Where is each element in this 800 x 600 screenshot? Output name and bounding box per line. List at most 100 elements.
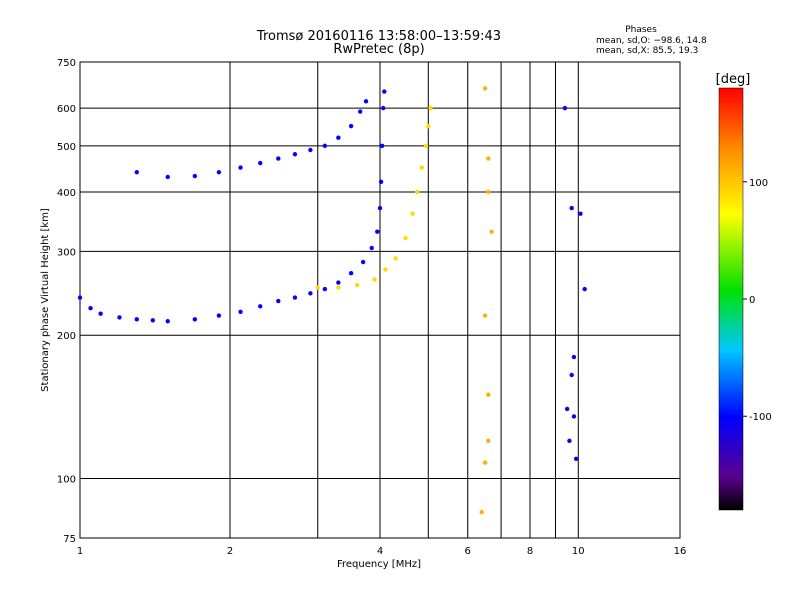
data-point [383,267,388,272]
data-point [88,305,93,311]
data-point [489,229,494,234]
data-point [292,295,298,300]
x-tick-label: 2 [227,546,233,557]
data-point [150,318,156,323]
data-point [479,509,484,515]
y-tick-label: 300 [57,247,76,258]
data-point [569,372,574,378]
data-point [77,295,83,300]
data-point [357,109,363,114]
data-point [165,319,170,324]
x-tick-label: 16 [674,546,687,557]
data-point [322,286,328,292]
y-tick-label: 400 [57,188,76,199]
phases-line-x: mean, sd,X: 85.5, 19.3 [596,46,698,56]
data-point [134,317,139,322]
data-point [134,170,139,175]
data-point [192,317,198,322]
data-point [486,438,491,444]
data-point [165,174,170,180]
data-point [360,259,366,265]
data-point [322,143,328,149]
data-point [258,304,263,309]
data-point [363,99,369,104]
data-point [562,105,568,111]
data-point [372,277,377,282]
colorbar-tick-label: -100 [749,412,772,423]
data-point [377,205,383,211]
x-axis-label: Frequency [MHz] [337,559,421,570]
data-point [403,235,408,241]
data-point [571,354,577,360]
data-point [276,156,281,161]
colorbar-ticks: 100 0 -100 [743,178,772,423]
data-points [77,86,587,515]
data-point [381,105,386,111]
data-point [238,309,243,315]
data-point [482,313,488,318]
phases-line-o: mean, sd,O: −98.6, 14.8 [596,36,707,46]
data-point [378,179,384,185]
y-tick-label: 100 [57,475,76,486]
data-point [486,156,491,161]
x-tick-label: 10 [572,546,585,557]
y-axis-label: Stationary phase Virtual Height [km] [40,208,51,392]
phases-title: Phases [625,25,657,35]
colorbar [718,87,744,511]
data-point [216,170,222,175]
data-point [216,313,222,318]
data-point [315,285,320,290]
data-point [582,286,587,292]
data-point [336,285,341,290]
data-point [308,291,313,296]
data-point [482,86,488,91]
data-point [382,89,387,94]
data-point [564,406,570,412]
data-point [348,271,354,276]
data-point [567,438,572,444]
data-point [238,165,243,170]
y-tick-label: 600 [57,104,76,115]
data-point [578,211,583,216]
x-tick-label: 6 [465,546,471,557]
grid-lines [80,62,680,538]
data-point [571,414,577,419]
data-point [258,160,263,166]
x-tick-label: 8 [527,546,533,557]
y-tick-label: 500 [57,142,76,153]
data-point [414,189,420,195]
data-point [428,105,433,111]
data-point [482,460,488,465]
colorbar-tick-label: 0 [749,295,755,306]
data-point [117,315,122,320]
data-point [379,143,385,149]
data-point [292,152,298,157]
data-point [276,298,281,304]
y-tick-label: 200 [57,331,76,342]
x-tick-label: 4 [377,546,383,557]
data-point [486,392,491,397]
data-point [348,123,354,129]
data-point [375,229,380,234]
data-point [426,123,431,129]
data-point [336,135,341,140]
data-point [98,311,103,316]
data-point [573,456,579,462]
y-tick-label: 75 [63,534,76,545]
data-point [393,256,398,261]
x-tick-label: 1 [77,546,83,557]
data-point [369,245,374,251]
chart-subtitle: RwPretec (8p) [333,42,424,57]
data-point [569,205,574,211]
data-point [192,173,198,179]
data-point [410,211,415,216]
colorbar-tick-label: 100 [749,178,768,189]
data-point [354,282,360,288]
data-point [336,280,341,285]
y-tick-label: 750 [57,58,76,69]
data-point [486,189,491,195]
data-point [419,165,424,170]
x-tick-labels: 1 2 4 6 8 10 16 [77,546,687,557]
colorbar-label: [deg] [716,72,751,87]
